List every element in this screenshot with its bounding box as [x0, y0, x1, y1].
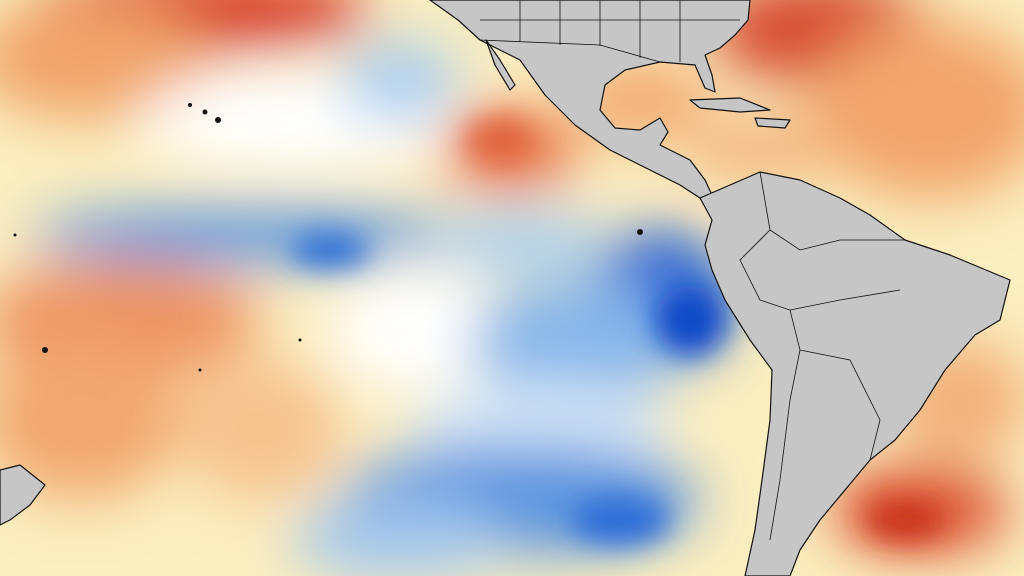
borders — [479, 0, 905, 541]
cuba — [689, 97, 771, 113]
hispaniola — [754, 117, 791, 129]
country-borders — [739, 171, 905, 541]
islands — [13, 103, 643, 372]
north-central-america — [429, 0, 751, 199]
baja-california — [485, 39, 516, 91]
new-zealand — [0, 464, 46, 526]
us-states — [479, 0, 740, 63]
south-america — [699, 171, 1011, 576]
anomaly-detail — [290, 118, 945, 545]
